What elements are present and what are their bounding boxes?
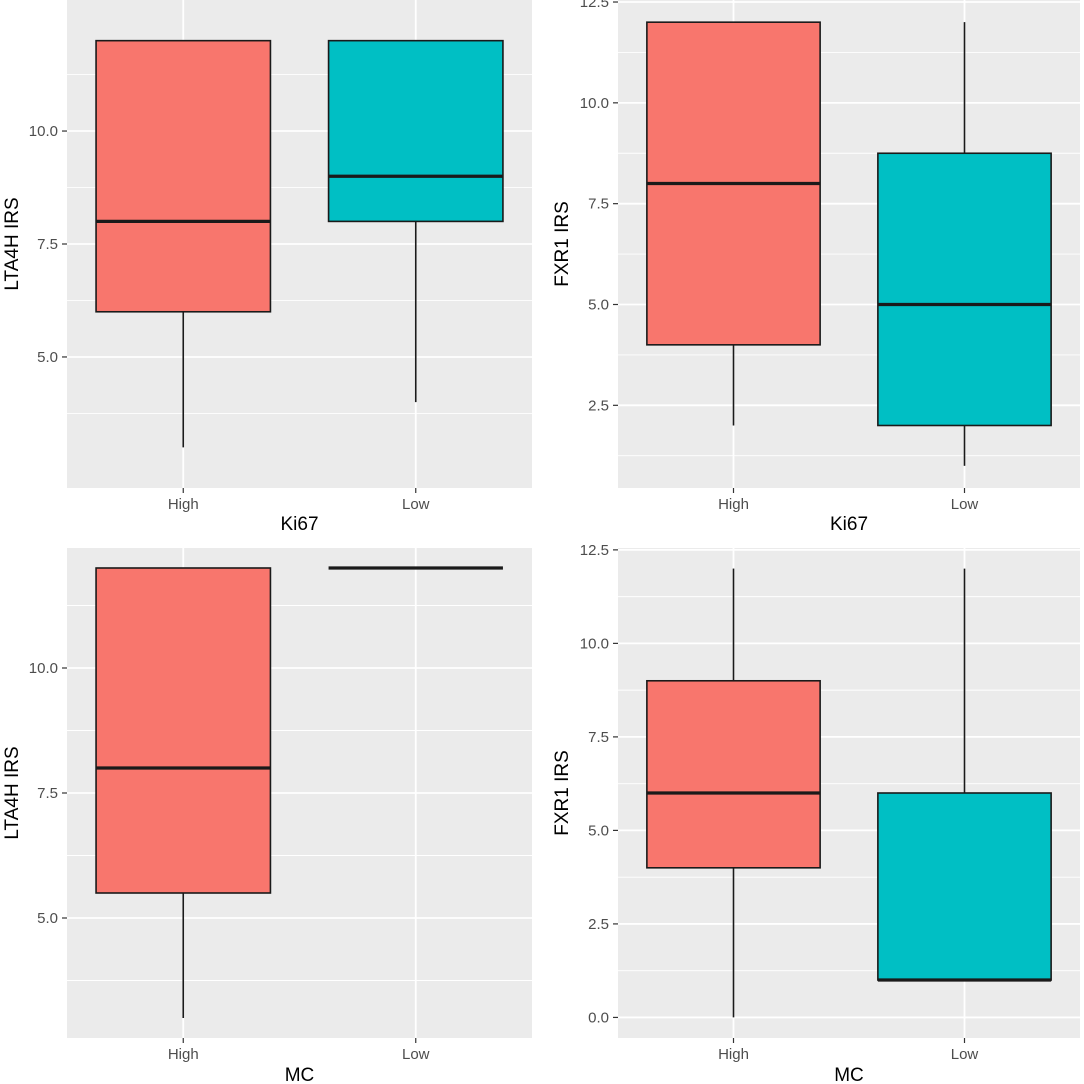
- box-body: [646, 679, 821, 869]
- y-tick-label: 0.0: [588, 1009, 609, 1026]
- y-tick-label: 5.0: [37, 910, 58, 927]
- x-tick-label: High: [168, 496, 199, 513]
- y-axis-title: LTA4H IRS: [2, 197, 23, 290]
- box-body: [877, 152, 1052, 427]
- y-tick-label: 12.5: [580, 0, 609, 11]
- x-tick-label: Low: [402, 1046, 430, 1063]
- chart-panel-4: 0.0 2.5 5.0 7.5 10.0 12.5 High Low MC FXR1 IRS: [552, 542, 1080, 1084]
- box-high: [646, 568, 821, 1018]
- box-body: [95, 39, 272, 313]
- x-axis-title: MC: [285, 1065, 315, 1084]
- x-tick-label: High: [718, 496, 749, 513]
- box-body: [95, 567, 272, 894]
- chart-panel-2: 2.5 5.0 7.5 10.0 12.5 High Low Ki67 FXR1 IRS: [552, 0, 1080, 535]
- chart-panel-3: 5.0 7.5 10.0 High Low MC LTA4H IRS: [2, 548, 532, 1084]
- x-axis-title: Ki67: [280, 514, 318, 535]
- chart-panel-1: 5.0 7.5 10.0 High Low Ki67 LTA4H IRS: [2, 0, 532, 535]
- y-tick-label: 7.5: [588, 196, 609, 213]
- box-high: [646, 21, 821, 426]
- y-tick-label: 7.5: [37, 785, 58, 802]
- y-axis-title: LTA4H IRS: [2, 746, 23, 839]
- y-axis-title: FXR1 IRS: [552, 750, 573, 836]
- y-tick-label: 12.5: [580, 542, 609, 559]
- y-axis-title: FXR1 IRS: [552, 201, 573, 287]
- x-axis-title: MC: [834, 1065, 864, 1084]
- y-tick-label: 2.5: [588, 397, 609, 414]
- box-body: [327, 39, 504, 223]
- box-low: [327, 39, 504, 403]
- y-tick-label: 7.5: [37, 236, 58, 253]
- x-tick-label: Low: [402, 496, 430, 513]
- x-tick-label: Low: [951, 496, 979, 513]
- y-tick-label: 7.5: [588, 729, 609, 746]
- x-tick-label: High: [168, 1046, 199, 1063]
- y-tick-label: 10.0: [29, 123, 58, 140]
- box-high: [95, 39, 272, 448]
- box-body: [877, 792, 1052, 981]
- box-high: [95, 567, 272, 1018]
- x-tick-label: Low: [951, 1046, 979, 1063]
- y-tick-label: 5.0: [588, 822, 609, 839]
- y-tick-label: 2.5: [588, 916, 609, 933]
- y-tick-label: 5.0: [37, 349, 58, 366]
- x-tick-label: High: [718, 1046, 749, 1063]
- y-tick-label: 5.0: [588, 296, 609, 313]
- box-low: [877, 568, 1052, 982]
- y-tick-label: 10.0: [580, 635, 609, 652]
- box-low: [877, 22, 1052, 466]
- x-axis-title: Ki67: [830, 514, 868, 535]
- y-tick-label: 10.0: [580, 95, 609, 112]
- y-tick-label: 10.0: [29, 660, 58, 677]
